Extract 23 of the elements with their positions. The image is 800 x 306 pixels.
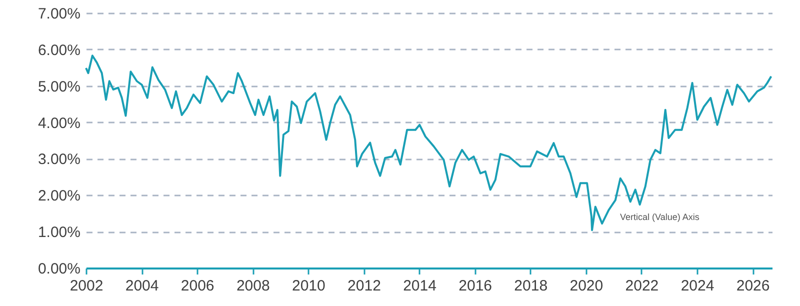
y-tick-label: 5.00% <box>38 78 80 96</box>
x-tick-label: 2026 <box>736 278 770 294</box>
x-tick-label: 2008 <box>236 278 270 294</box>
y-tick-label: 6.00% <box>38 42 80 59</box>
line-series <box>85 54 772 232</box>
x-tick-label: 2016 <box>458 278 492 294</box>
y-tick-label: 7.00% <box>38 6 80 22</box>
x-tick-label: 2010 <box>292 278 326 294</box>
y-tick-label: 0.00% <box>38 260 80 278</box>
x-tick-label: 2004 <box>125 278 159 294</box>
annotation: Vertical (Value) Axis <box>620 212 700 222</box>
x-tick-label: 2012 <box>348 278 381 294</box>
x-tick-label: 2020 <box>570 278 604 294</box>
x-tick-label: 2006 <box>180 278 214 294</box>
y-tick-label: 1.00% <box>38 224 80 242</box>
x-tick-label: 2002 <box>70 278 104 294</box>
x-tick-label: 2014 <box>403 278 436 294</box>
y-tick-label: 4.00% <box>38 114 80 132</box>
x-tick-label: 2022 <box>625 278 659 294</box>
y-tick-label: 2.00% <box>38 188 80 205</box>
x-tick-label: 2024 <box>680 278 714 294</box>
x-tick-label: 2018 <box>514 278 548 294</box>
y-tick-label: 3.00% <box>38 151 80 168</box>
